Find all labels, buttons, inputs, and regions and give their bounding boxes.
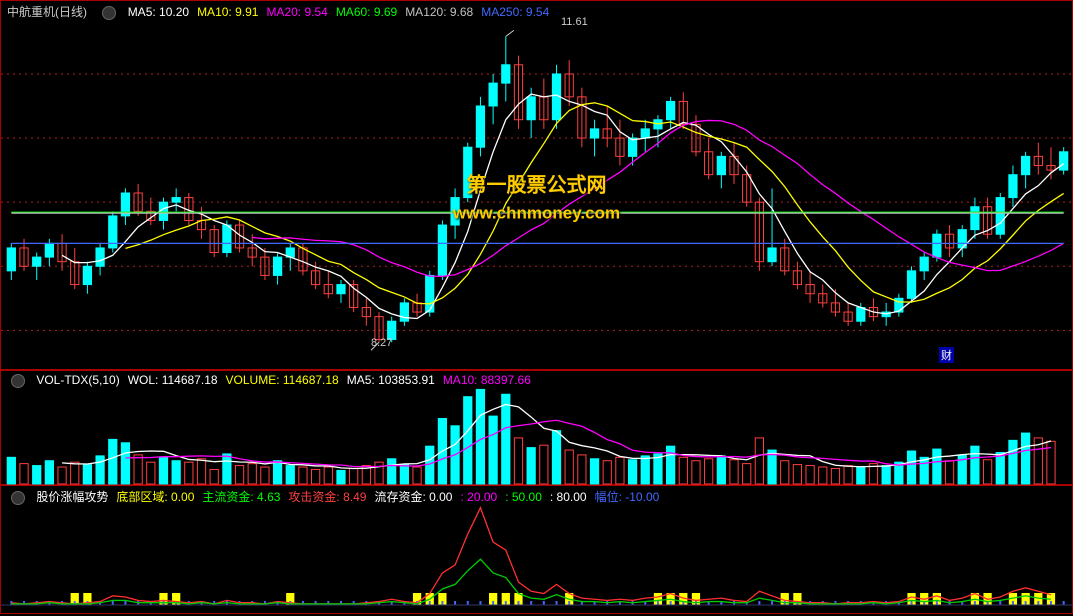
stock-title: 中航重机(日线) xyxy=(7,5,87,19)
toggle-icon[interactable] xyxy=(11,374,25,388)
price-chart-panel[interactable]: 中航重机(日线) MA5: 10.20MA10: 9.91MA20: 9.54M… xyxy=(0,0,1073,370)
volume-panel[interactable]: VOL-TDX(5,10)WOL: 114687.18VOLUME: 11468… xyxy=(0,370,1073,485)
volume-svg xyxy=(1,371,1073,486)
indicator-svg xyxy=(1,486,1073,615)
cai-badge: 财 xyxy=(939,347,954,363)
indicator-panel[interactable]: 股价涨幅攻势底部区域: 0.00主流资金: 4.63攻击资金: 8.49流存资金… xyxy=(0,485,1073,614)
indicator-header: 股价涨幅攻势底部区域: 0.00主流资金: 4.63攻击资金: 8.49流存资金… xyxy=(7,488,675,505)
volume-header: VOL-TDX(5,10)WOL: 114687.18VOLUME: 11468… xyxy=(7,373,547,388)
toggle-icon[interactable] xyxy=(102,6,116,20)
price-header: 中航重机(日线) MA5: 10.20MA10: 9.91MA20: 9.54M… xyxy=(7,3,565,20)
price-chart-svg: 11.618.27 xyxy=(1,1,1073,371)
toggle-icon[interactable] xyxy=(11,491,25,505)
